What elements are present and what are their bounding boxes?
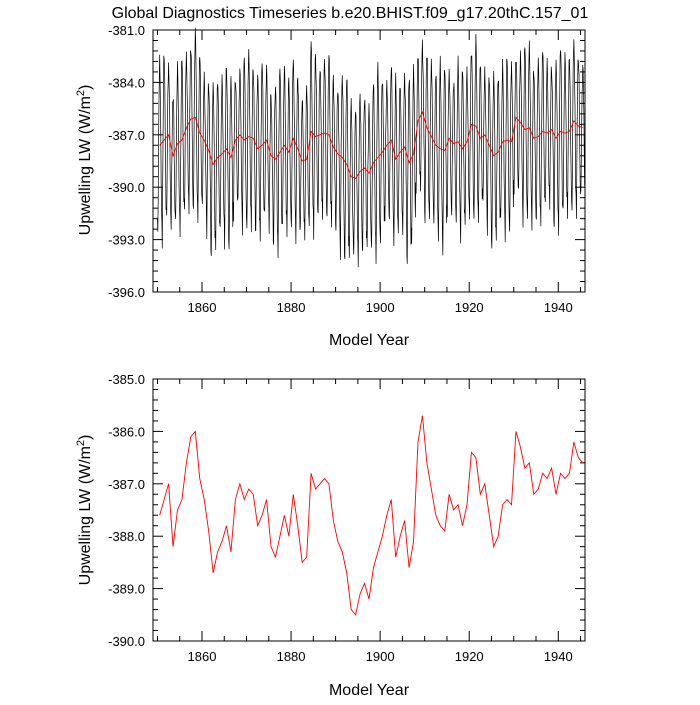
- x-tick-label: 1920: [455, 300, 484, 315]
- top-panel: 1860 1880 1900 1920 1940 -396.0 -393.0 -390.0 -3…: [75, 23, 586, 349]
- top-plot-frame: [152, 29, 586, 293]
- y-tick-label: -388.0: [108, 529, 145, 544]
- y-tick-label: -387.0: [108, 128, 145, 143]
- top-y-axis-label: Upwelling LW (W/m2): [75, 85, 94, 236]
- y-tick-label: -385.0: [108, 372, 145, 387]
- y-tick-label: -389.0: [108, 582, 145, 597]
- y-tick-label: -390.0: [108, 634, 145, 649]
- monthly-series-line: [157, 27, 585, 268]
- y-tick-label: -387.0: [108, 477, 145, 492]
- annual-mean-line: [159, 110, 583, 180]
- x-tick-label: 1880: [277, 649, 306, 664]
- x-tick-label: 1940: [544, 300, 573, 315]
- y-tick-label: -390.0: [108, 180, 145, 195]
- bottom-series: [159, 415, 584, 616]
- bottom-panel: 1860 1880 1900 1920 1940 -390.0 -389.0 -388.0 -3…: [75, 372, 586, 699]
- chart-title: Global Diagnostics Timeseries b.e20.BHIS…: [112, 5, 589, 22]
- top-series: [157, 27, 585, 268]
- bottom-x-axis-label: Model Year: [329, 682, 410, 699]
- y-tick-label: -393.0: [108, 233, 145, 248]
- x-tick-label: 1920: [455, 649, 484, 664]
- x-tick-label: 1880: [277, 300, 306, 315]
- annual-mean-line: [159, 415, 584, 616]
- x-tick-label: 1900: [366, 649, 395, 664]
- x-tick-label: 1860: [188, 300, 217, 315]
- bottom-ticks: 1860 1880 1900 1920 1940 -390.0 -389.0 -388.0 -3…: [108, 372, 585, 664]
- bottom-y-axis-label: Upwelling LW (W/m2): [75, 435, 94, 586]
- y-tick-label: -396.0: [108, 285, 145, 300]
- top-x-axis-label: Model Year: [329, 332, 410, 349]
- x-tick-label: 1900: [366, 300, 395, 315]
- bottom-plot-frame: [152, 378, 586, 642]
- y-tick-label: -384.0: [108, 75, 145, 90]
- y-tick-label: -386.0: [108, 424, 145, 439]
- top-ticks: 1860 1880 1900 1920 1940 -396.0 -393.0 -390.0 -3…: [108, 23, 585, 315]
- x-tick-label: 1860: [188, 649, 217, 664]
- x-tick-label: 1940: [544, 649, 573, 664]
- y-tick-label: -381.0: [108, 23, 145, 38]
